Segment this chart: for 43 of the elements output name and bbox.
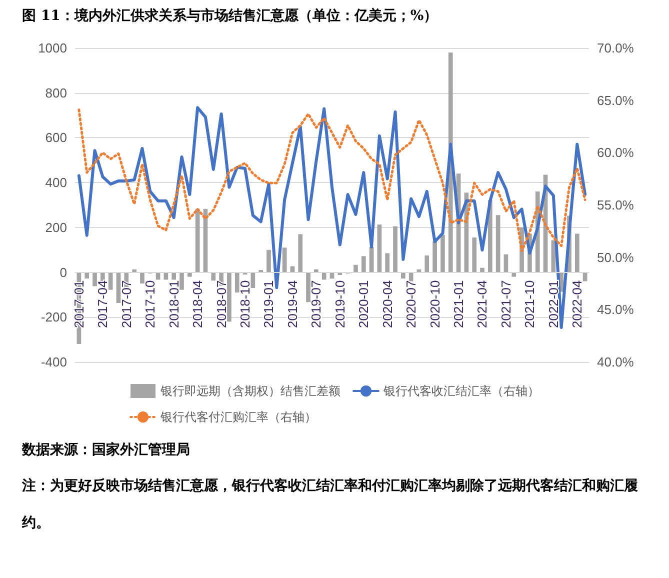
legend-label: 银行代客付汇购汇率（右轴） bbox=[160, 410, 316, 424]
x-tick-label: 2021-01 bbox=[451, 280, 466, 328]
y-tick-label: 1000 bbox=[38, 40, 67, 56]
x-tick-label: 2020-04 bbox=[380, 280, 395, 328]
x-tick-label: 2019-10 bbox=[332, 280, 348, 328]
y-tick-label: 800 bbox=[45, 85, 67, 100]
x-tick-label: 2022-01 bbox=[546, 280, 561, 328]
x-tick-label: 2017-04 bbox=[95, 280, 110, 328]
x-tick-label: 2018-10 bbox=[238, 280, 253, 328]
y2-tick-label: 55.0% bbox=[597, 198, 634, 212]
x-tick-label: 2018-01 bbox=[166, 280, 182, 328]
text: 注：为更好反映市场结售汇意愿，银行代客收汇结汇率和付汇购汇率均剔除了远期代客结汇和购汇履约。 bbox=[22, 478, 638, 531]
y2-tick-label: 65.0% bbox=[597, 92, 634, 108]
y-tick-label: 200 bbox=[45, 220, 67, 235]
x-tick-label: 2020-07 bbox=[404, 280, 419, 328]
x-tick-label: 2021-10 bbox=[522, 280, 538, 328]
y-tick-label: -200 bbox=[40, 310, 67, 325]
y2-tick-label: 70.0% bbox=[597, 40, 634, 56]
legend-label: 银行代客收汇结汇率（右轴） bbox=[382, 384, 540, 398]
x-tick-label: 2019-04 bbox=[284, 280, 300, 328]
y2-tick-label: 40.0% bbox=[597, 354, 634, 370]
x-tick-label: 2021-07 bbox=[498, 280, 514, 328]
y-tick-label: 400 bbox=[45, 175, 67, 190]
y-tick-label: 600 bbox=[45, 130, 67, 146]
y2-tick-label: 45.0% bbox=[597, 302, 634, 318]
y-tick-label: 0 bbox=[60, 264, 67, 280]
x-tick-label: 2018-04 bbox=[190, 280, 206, 328]
x-tick-label: 2022-04 bbox=[570, 280, 585, 328]
y2-tick-label: 50.0% bbox=[597, 250, 634, 265]
x-tick-label: 2017-01 bbox=[71, 280, 86, 328]
legend-label: 银行即远期（含期权）结售汇差额 bbox=[160, 384, 340, 398]
x-tick-label: 2020-01 bbox=[356, 280, 372, 328]
x-tick-label: 2019-07 bbox=[308, 280, 324, 328]
x-tick-label: 2020-10 bbox=[427, 280, 442, 328]
x-tick-label: 2019-01 bbox=[261, 280, 276, 328]
x-tick-label: 2018-07 bbox=[214, 280, 229, 328]
chart-title: 图 11：境内外汇供求关系与市场结售汇意愿（单位：亿美元；%） bbox=[21, 6, 439, 26]
x-tick-label: 2017-07 bbox=[118, 280, 134, 328]
y-tick-label: -400 bbox=[40, 354, 67, 370]
x-tick-label: 2017-10 bbox=[142, 280, 158, 328]
x-tick-label: 2021-04 bbox=[474, 280, 490, 328]
y2-tick-label: 60.0% bbox=[597, 145, 634, 160]
source-note: 数据来源：国家外汇管理局 bbox=[20, 440, 191, 460]
